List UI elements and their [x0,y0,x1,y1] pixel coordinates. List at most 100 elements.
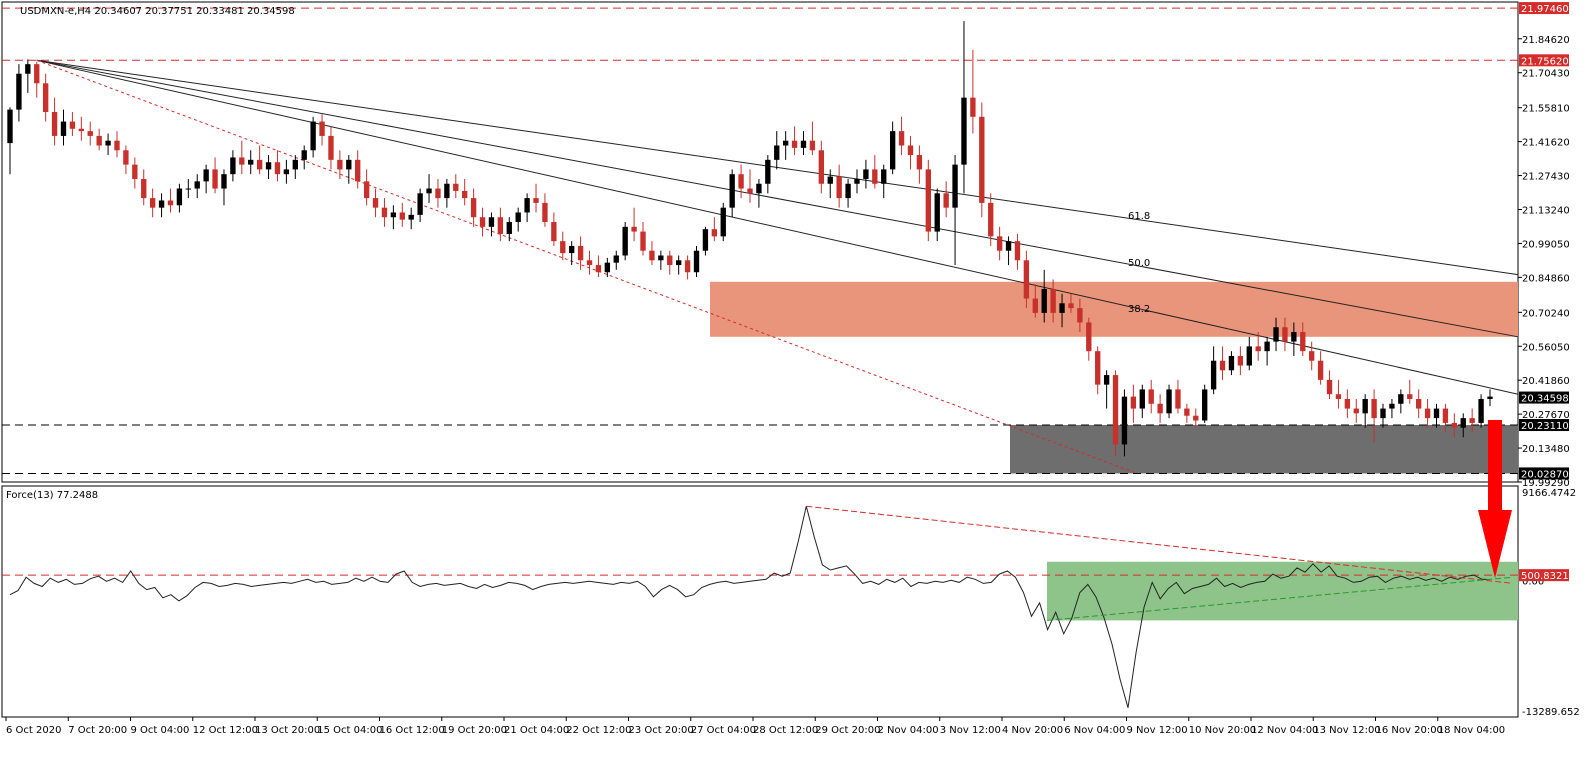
fan-line-1 [36,59,1519,338]
candle-body [1478,398,1484,423]
candle-body [988,202,994,237]
candle-body [69,121,76,129]
candle-body [916,155,923,170]
candle-body [676,260,682,266]
candle-body [256,159,263,170]
candle-body [533,198,539,203]
price-tick-label: 20.41860 [1522,376,1570,387]
candle-body [1086,322,1092,352]
force-line [9,506,1491,708]
candle-body [7,109,13,144]
force-pane: Force(13) 77.2488 9166.4742 0.00 -13289.65… [1,485,1580,718]
candle-body [836,176,842,199]
candle-body [1362,398,1368,414]
candle-body [265,162,272,170]
candle-body [1407,394,1413,399]
candle-body [881,169,887,184]
candle-body [961,97,967,165]
candle-body [42,83,49,113]
candle-body [720,207,726,237]
candle-body [51,112,58,136]
candle-body [283,169,290,175]
candle-body [889,131,896,170]
candle-body [274,162,281,175]
candle-body [239,157,245,165]
candle-body [390,212,397,218]
candle-body [453,183,459,191]
candle-body [470,198,477,218]
time-tick-label: 2 Nov 04:00 [878,725,939,736]
candle-body [337,159,343,170]
candle-body [1451,422,1458,428]
candle-body [1175,389,1181,409]
fib-label-61.8: 61.8 [1128,211,1150,222]
candles-layer [7,21,1493,457]
candle-body [595,265,602,273]
candle-body [898,131,905,146]
price-tag-label: 21.97460 [1521,4,1569,15]
candle-body [1317,360,1324,380]
candle-body [381,207,388,218]
candle-body [167,200,174,206]
candle-body [87,131,93,136]
candle-body [1398,394,1404,404]
candle-body [729,174,735,208]
candle-body [123,150,129,165]
price-tag-box [1519,391,1569,404]
trendlines-layer [36,59,1519,474]
candle-body [684,260,691,273]
candle-body [1041,288,1047,313]
candle-body [613,255,619,263]
price-tag-label: 20.02870 [1521,469,1569,480]
price-tick-label: 21.27430 [1522,172,1570,183]
price-tag-label: 20.34598 [1521,394,1569,405]
price-tick-label: 19.99290 [1522,478,1570,489]
price-tick-label: 21.84620 [1522,35,1570,46]
candle-body [1282,327,1288,342]
candle-body [515,212,521,223]
candle-body [640,231,646,251]
candle-body [1166,389,1172,414]
candle-body [372,198,379,208]
candle-body [738,174,744,189]
force-lines-layer [2,505,1518,708]
time-tick-label: 19 Oct 20:00 [442,725,507,736]
price-tag-box [1519,467,1569,480]
candle-body [1273,327,1279,342]
candle-body [1103,375,1110,385]
time-tick-label: 27 Oct 04:00 [691,725,756,736]
price-tick-label: 21.13240 [1522,205,1570,216]
zones-layer [710,281,1518,474]
candle-body [399,212,405,220]
candle-body [1344,398,1351,409]
force-zone-layer [1047,561,1518,621]
price-tag-label: 20.23110 [1521,421,1569,432]
candle-body [1193,415,1199,421]
candle-body [845,183,851,199]
candle-body [1210,360,1217,390]
candle-body [996,236,1003,251]
candle-body [782,140,789,146]
fib-label-50.0: 50.0 [1128,258,1150,269]
candle-body [1335,394,1342,399]
time-tick-label: 16 Oct 12:00 [380,725,445,736]
candle-body [221,174,227,189]
time-tick-label: 16 Nov 20:00 [1376,725,1443,736]
candle-body [979,116,985,203]
candle-body [649,250,655,261]
candle-body [1237,355,1244,366]
candle-body [1469,418,1475,423]
candle-body [114,140,120,151]
candle-body [1442,408,1449,423]
candle-body [1059,303,1065,313]
candle-body [149,198,156,208]
candle-body [319,121,325,136]
candle-body [310,121,316,151]
candle-body [203,169,209,182]
force-tick-label: -13289.652 [1522,707,1580,718]
time-tick-label: 21 Oct 04:00 [504,725,569,736]
resistance-zone [710,281,1518,337]
candle-body [435,188,441,199]
